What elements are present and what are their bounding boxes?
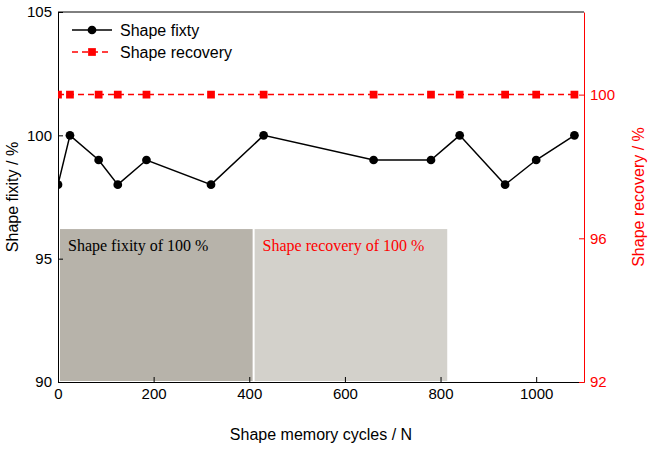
tick: 400: [237, 377, 262, 402]
y2-axis-title: Shape recovery / %: [630, 127, 647, 267]
tick: 800: [429, 377, 454, 402]
annotation: Shape fixity of 100 %: [68, 237, 208, 255]
data-point: [532, 156, 541, 165]
tick-label: 100: [590, 86, 615, 103]
legend-label: Shape recovery: [120, 44, 232, 61]
axis-line: [58, 13, 59, 383]
tick-label: 600: [333, 385, 358, 402]
data-point: [571, 91, 579, 99]
series-line: [58, 135, 574, 184]
tick: 200: [142, 377, 167, 402]
data-point: [532, 91, 540, 99]
insets: Shape fixity of 100 % Shape recovery of 1…: [60, 229, 447, 381]
tick: 90: [35, 373, 63, 390]
tick-label: 96: [590, 230, 607, 247]
plot-area: [58, 91, 579, 189]
tick: 100: [27, 127, 63, 144]
tick: 96: [579, 230, 607, 247]
tick-label: 0: [54, 385, 62, 402]
data-point: [427, 91, 435, 99]
data-point: [94, 156, 103, 165]
y-axis: 90 95 100 105: [27, 3, 63, 390]
data-point: [570, 131, 579, 140]
tick-label: 105: [27, 3, 52, 20]
series-line: [58, 94, 574, 96]
tick-label: 92: [590, 373, 607, 390]
data-point: [142, 156, 151, 165]
annotation: Shape recovery of 100 %: [263, 237, 425, 255]
legend-marker: [88, 48, 96, 56]
data-point: [455, 131, 464, 140]
data-point: [456, 91, 464, 99]
data-point: [369, 156, 378, 165]
axis-line: [59, 382, 585, 383]
plot-frame: [58, 12, 584, 13]
tick-mark: [249, 377, 250, 382]
x-axis: 0 200 400 600 800 1000: [54, 377, 584, 402]
legend-item: Shape fixty: [72, 22, 199, 39]
tick-mark: [58, 135, 63, 136]
inset-panel: [60, 229, 253, 381]
data-point: [143, 91, 151, 99]
data-point: [66, 91, 74, 99]
tick-mark: [536, 377, 537, 382]
tick: 1000: [520, 377, 553, 402]
tick-label: 400: [237, 385, 262, 402]
tick-mark: [441, 377, 442, 382]
data-point: [259, 131, 268, 140]
tick: 100: [579, 86, 615, 103]
data-point: [114, 91, 122, 99]
data-point: [501, 180, 510, 189]
tick-mark: [579, 95, 584, 96]
tick: 105: [27, 3, 63, 20]
inset-panel: [255, 229, 448, 381]
tick-label: 800: [429, 385, 454, 402]
tick-mark: [579, 382, 584, 383]
tick: 95: [35, 250, 63, 267]
data-point: [207, 180, 216, 189]
x-axis-title: Shape memory cycles / N: [230, 426, 412, 443]
axis-line: [584, 13, 585, 383]
data-point: [207, 91, 215, 99]
tick: 92: [579, 373, 607, 390]
data-point: [370, 91, 378, 99]
tick-label: 90: [35, 373, 52, 390]
data-point: [58, 180, 62, 189]
tick-mark: [345, 377, 346, 382]
data-point: [95, 91, 103, 99]
data-point: [58, 91, 62, 99]
data-point: [113, 180, 122, 189]
legend-item: Shape recovery: [72, 44, 232, 61]
legend-label: Shape fixty: [120, 22, 199, 39]
tick-label: 1000: [520, 385, 553, 402]
data-point: [66, 131, 75, 140]
tick-label: 95: [35, 250, 52, 267]
y-axis-title: Shape fixity / %: [4, 142, 21, 252]
tick: 600: [333, 377, 358, 402]
tick-mark: [579, 238, 584, 239]
data-point: [260, 91, 268, 99]
y2-axis: 92 96 100: [579, 13, 615, 391]
data-point: [501, 91, 509, 99]
tick-mark: [154, 377, 155, 382]
tick-label: 100: [27, 127, 52, 144]
data-point: [427, 156, 436, 165]
tick-mark: [58, 382, 63, 383]
tick-mark: [58, 259, 63, 260]
legend: Shape fixty Shape recovery: [72, 22, 232, 61]
tick-label: 200: [142, 385, 167, 402]
legend-marker: [88, 26, 97, 35]
chart: Shape fixity of 100 % Shape recovery of 1…: [0, 0, 650, 452]
